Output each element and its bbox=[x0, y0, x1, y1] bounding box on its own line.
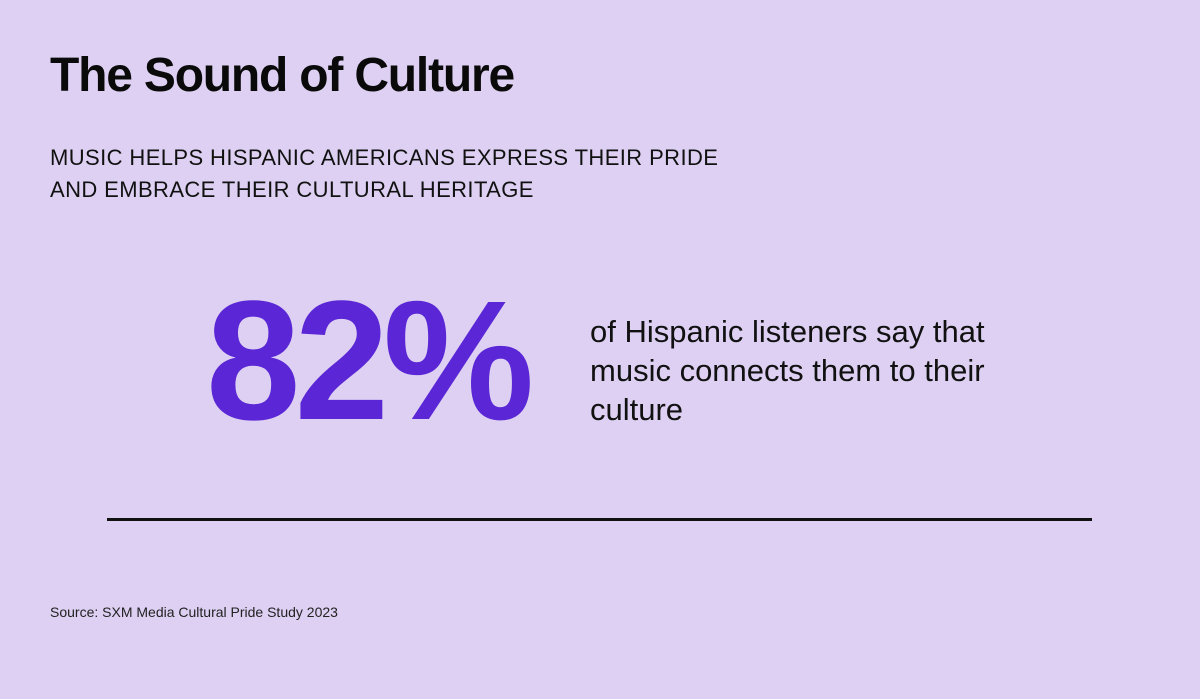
stat-percentage: 82% bbox=[206, 266, 534, 456]
stat-description: of Hispanic listeners say that music con… bbox=[590, 314, 985, 427]
subtitle: MUSIC HELPS HISPANIC AMERICANS EXPRESS T… bbox=[50, 145, 719, 202]
page-title: The Sound of Culture bbox=[50, 49, 515, 102]
divider bbox=[107, 518, 1092, 521]
source-note: Source: SXM Media Cultural Pride Study 2… bbox=[50, 604, 338, 620]
